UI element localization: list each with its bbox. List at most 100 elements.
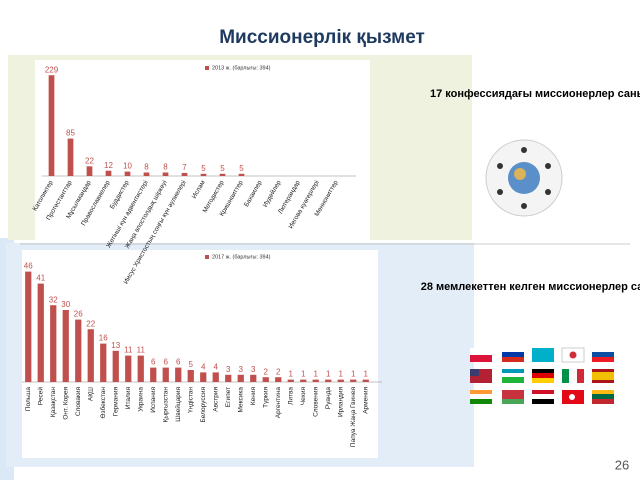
value-label: 6 xyxy=(176,358,181,367)
x-tick-label: Словения xyxy=(312,387,319,417)
x-tick-label: Литва xyxy=(287,387,294,405)
bar xyxy=(200,372,207,382)
bar xyxy=(312,379,319,382)
x-tick-label: Словакия xyxy=(75,387,82,417)
value-label: 6 xyxy=(164,358,169,367)
value-label: 32 xyxy=(49,295,58,304)
legend-label: 2017 ж. (барлығы: 394) xyxy=(212,254,271,260)
bar xyxy=(237,374,244,382)
value-label: 8 xyxy=(163,163,168,172)
bar xyxy=(87,329,94,382)
value-label: 3 xyxy=(239,365,244,374)
x-tick-label: Мексика xyxy=(237,387,244,413)
value-label: 3 xyxy=(226,365,231,374)
bar xyxy=(250,374,257,382)
x-tick-label: Польша xyxy=(25,387,32,412)
value-label: 5 xyxy=(239,164,244,173)
bar xyxy=(25,271,32,382)
bar xyxy=(124,171,131,176)
bar xyxy=(150,367,157,382)
bar xyxy=(67,138,74,176)
x-tick-label: Өзбекстан xyxy=(99,387,107,419)
bar xyxy=(112,350,119,382)
bar xyxy=(143,172,150,176)
value-label: 16 xyxy=(99,334,108,343)
bar xyxy=(200,173,207,176)
bar xyxy=(100,343,107,382)
bar xyxy=(125,355,132,382)
page-number: 26 xyxy=(615,457,629,472)
plot-area xyxy=(35,60,370,240)
value-label: 1 xyxy=(326,370,331,379)
x-tick-label: Армения xyxy=(362,387,369,414)
x-tick-label: АҚШ xyxy=(87,387,94,401)
x-tick-label: Италия xyxy=(125,387,132,410)
legend-label: 2013 ж. (барлығы: 394) xyxy=(212,65,271,71)
bar xyxy=(187,370,194,382)
value-label: 1 xyxy=(301,370,306,379)
x-tick-label: Испания xyxy=(150,387,157,413)
religion-icons xyxy=(485,139,563,217)
x-tick-label: Үндістан xyxy=(186,387,194,413)
slide-title: Миссионерлік қызмет xyxy=(219,27,425,48)
bar xyxy=(162,172,169,176)
x-tick-label: Германия xyxy=(112,387,119,417)
bar xyxy=(75,319,82,382)
value-label: 2 xyxy=(264,367,269,376)
bar xyxy=(325,379,332,382)
bar xyxy=(162,367,169,382)
x-tick-label: Ресей xyxy=(36,387,44,406)
value-label: 22 xyxy=(86,319,95,328)
value-label: 7 xyxy=(182,163,187,172)
bar xyxy=(362,379,369,382)
bar xyxy=(86,166,93,176)
value-label: 1 xyxy=(289,370,294,379)
bar xyxy=(287,379,294,382)
x-tick-label: Египет xyxy=(225,387,232,407)
value-label: 1 xyxy=(364,370,369,379)
caption: 17 конфессиядағы миссионерлер саны xyxy=(430,88,640,100)
value-label: 6 xyxy=(151,358,156,367)
x-tick-label: Руанда xyxy=(325,387,332,410)
bar xyxy=(262,377,269,382)
value-label: 22 xyxy=(85,156,94,165)
bar xyxy=(275,377,282,382)
caption: 28 мемлекеттен келген миссионерлер саны xyxy=(421,281,640,293)
value-label: 8 xyxy=(144,163,149,172)
bar xyxy=(219,173,226,176)
x-tick-label: Швейцария xyxy=(174,387,182,422)
value-label: 11 xyxy=(124,346,133,355)
x-tick-label: Ирландия xyxy=(337,387,344,417)
bar xyxy=(181,172,188,176)
x-tick-label: Папуа Жаңа Гвинея xyxy=(350,387,357,448)
value-label: 1 xyxy=(351,370,356,379)
value-label: 85 xyxy=(66,129,75,138)
value-label: 11 xyxy=(137,346,146,355)
bar xyxy=(337,379,344,382)
legend-swatch xyxy=(205,66,209,70)
value-label: 41 xyxy=(36,274,45,283)
value-label: 4 xyxy=(201,363,206,372)
value-label: 3 xyxy=(251,365,256,374)
value-label: 1 xyxy=(314,370,319,379)
x-tick-label: Қырғызстан xyxy=(162,387,169,423)
value-label: 26 xyxy=(74,310,83,319)
bar xyxy=(350,379,357,382)
x-tick-label: Қазақстан xyxy=(50,387,57,418)
bar xyxy=(137,355,144,382)
legend-swatch xyxy=(205,255,209,259)
value-label: 5 xyxy=(201,164,206,173)
x-tick-label: Түркия xyxy=(262,387,269,408)
x-tick-label: Австрия xyxy=(212,387,219,412)
x-tick-label: Чехия xyxy=(300,387,307,406)
x-tick-label: Онт. Корея xyxy=(62,387,69,420)
x-tick-label: Украина xyxy=(137,387,144,412)
bar xyxy=(175,367,182,382)
value-label: 229 xyxy=(45,65,59,74)
value-label: 4 xyxy=(214,363,219,372)
bar xyxy=(225,374,232,382)
bar xyxy=(50,305,57,382)
bar xyxy=(37,283,44,382)
x-tick-label: Кения xyxy=(250,387,257,406)
